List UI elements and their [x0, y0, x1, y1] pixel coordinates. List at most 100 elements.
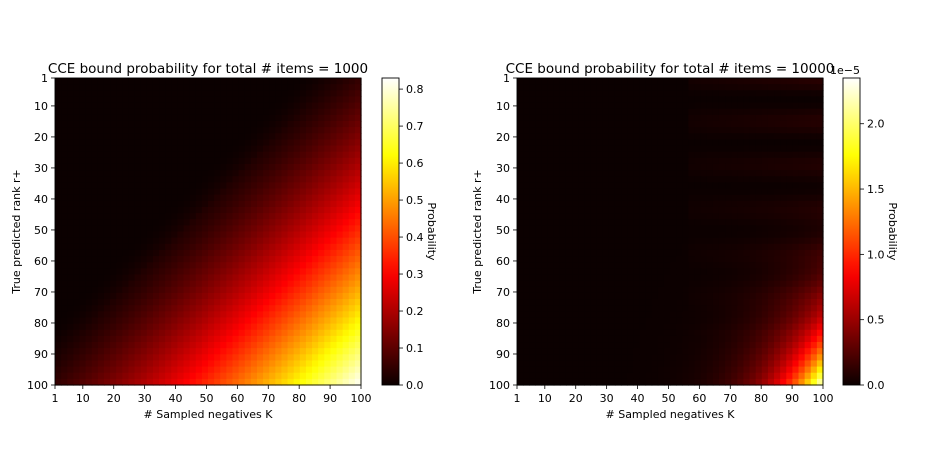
heatmap-cell — [61, 366, 68, 374]
heatmap-cell — [804, 194, 812, 202]
heatmap-cell — [183, 139, 191, 147]
heatmap-cell — [281, 231, 289, 239]
heatmap-cell — [299, 194, 307, 202]
heatmap-cell — [299, 323, 307, 331]
heatmap-cell — [55, 96, 62, 104]
heatmap-cell — [559, 78, 567, 85]
heatmap-cell — [348, 84, 356, 91]
heatmap-cell — [657, 342, 665, 349]
heatmap-cell — [639, 366, 647, 374]
heatmap-cell — [232, 323, 240, 331]
heatmap-cell — [743, 323, 751, 331]
heatmap-cell — [798, 305, 806, 312]
heatmap-cell — [232, 206, 240, 214]
heatmap-cell — [214, 323, 221, 331]
heatmap-cell — [318, 139, 325, 147]
heatmap-cell — [299, 237, 307, 245]
heatmap-cell — [208, 317, 215, 325]
heatmap-cell — [786, 249, 793, 257]
heatmap-cell — [189, 360, 197, 368]
heatmap-cell — [55, 299, 62, 306]
heatmap-cell — [786, 348, 793, 355]
heatmap-cell — [584, 157, 592, 165]
heatmap-cell — [220, 213, 227, 220]
heatmap-cell — [663, 157, 671, 165]
heatmap-cell — [614, 90, 622, 98]
heatmap-cell — [159, 372, 166, 380]
heatmap-cell — [578, 133, 585, 140]
heatmap-cell — [61, 280, 68, 288]
heatmap-cell — [214, 256, 221, 263]
heatmap-cell — [171, 102, 178, 110]
heatmap-cell — [61, 335, 68, 343]
heatmap-cell — [553, 335, 561, 343]
heatmap-cell — [810, 292, 818, 300]
heatmap-cell — [208, 108, 215, 116]
heatmap-cell — [226, 188, 234, 196]
heatmap-cell — [318, 213, 325, 220]
heatmap-cell — [134, 335, 142, 343]
heatmap-cell — [275, 200, 283, 208]
heatmap-cell — [584, 127, 592, 134]
heatmap-cell — [608, 335, 616, 343]
heatmap-cell — [354, 84, 362, 91]
heatmap-cell — [718, 163, 726, 171]
heatmap-cell — [816, 335, 824, 343]
heatmap-cell — [287, 78, 295, 85]
heatmap-cell — [694, 311, 702, 319]
heatmap-cell — [79, 274, 87, 282]
heatmap-cell — [529, 366, 536, 374]
heatmap-cell — [657, 96, 665, 104]
heatmap-cell — [651, 127, 659, 134]
heatmap-cell — [305, 274, 313, 282]
heatmap-cell — [541, 231, 549, 239]
heatmap-cell — [737, 354, 745, 362]
heatmap-cell — [712, 213, 720, 220]
heatmap-cell — [269, 305, 276, 312]
heatmap-cell — [103, 176, 111, 183]
heatmap-cell — [318, 188, 325, 196]
heatmap-cell — [122, 182, 130, 190]
heatmap-cell — [214, 280, 221, 288]
heatmap-cell — [330, 194, 338, 202]
heatmap-cell — [116, 249, 123, 257]
heatmap-cell — [688, 335, 696, 343]
heatmap-cell — [688, 114, 696, 122]
heatmap-cell — [590, 108, 598, 116]
heatmap-cell — [523, 311, 530, 319]
heatmap-cell — [780, 335, 787, 343]
heatmap-cell — [657, 120, 665, 128]
heatmap-cell — [275, 323, 283, 331]
heatmap-cell — [749, 348, 757, 355]
heatmap-cell — [312, 256, 319, 263]
heatmap-cell — [553, 200, 561, 208]
heatmap-cell — [572, 188, 579, 196]
heatmap-cell — [232, 360, 240, 368]
heatmap-cell — [263, 182, 270, 190]
heatmap-cell — [645, 182, 653, 190]
heatmap-cell — [177, 292, 185, 300]
heatmap-cell — [749, 182, 757, 190]
heatmap-cell — [798, 311, 806, 319]
heatmap-cell — [128, 372, 136, 380]
heatmap-cell — [208, 96, 215, 104]
heatmap-cell — [116, 108, 123, 116]
heatmap-cell — [645, 262, 653, 269]
heatmap-cell — [541, 139, 549, 147]
heatmap-cell — [553, 237, 561, 245]
heatmap-cell — [639, 84, 647, 91]
heatmap-cell — [183, 90, 191, 98]
heatmap-cell — [810, 78, 818, 85]
heatmap-cell — [810, 280, 818, 288]
heatmap-cell — [336, 133, 344, 140]
heatmap-cell — [767, 213, 775, 220]
heatmap-cell — [651, 360, 659, 368]
heatmap-cell — [146, 262, 154, 269]
heatmap-cell — [220, 206, 227, 214]
heatmap-cell — [220, 139, 227, 147]
heatmap-cell — [238, 286, 246, 294]
heatmap-cell — [798, 102, 806, 110]
heatmap-cell — [195, 262, 203, 269]
heatmap-cell — [774, 145, 781, 153]
heatmap-cell — [694, 366, 702, 374]
